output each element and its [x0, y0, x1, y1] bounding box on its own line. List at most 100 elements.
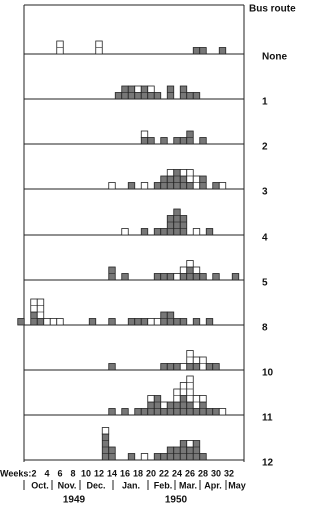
x-tick-label: 10 [81, 468, 91, 478]
square-stack [192, 92, 201, 100]
square-stack [121, 273, 129, 281]
square-stack [192, 356, 201, 364]
square-stack [173, 273, 181, 281]
square-stack [192, 228, 201, 236]
route-label: 3 [262, 187, 268, 198]
square-stack [179, 169, 188, 177]
square-stack [218, 182, 227, 190]
route-label: 4 [262, 233, 268, 244]
square-stack [173, 169, 181, 190]
x-tick-label: 18 [133, 468, 143, 478]
x-tick-label: 32 [224, 468, 234, 478]
square-stack [186, 363, 194, 371]
month-label: Dec. [86, 480, 105, 490]
year-label: 1949 [63, 495, 86, 506]
square-stack [147, 92, 155, 100]
square-stack [160, 363, 168, 371]
square-stack [205, 228, 214, 236]
square-stack [186, 92, 194, 100]
square-stack [108, 318, 116, 326]
x-tick-label: 20 [146, 468, 156, 478]
square-stack [160, 228, 168, 236]
route-label: 8 [262, 323, 268, 334]
square-stack [140, 228, 149, 236]
square-stack [212, 408, 220, 416]
square-stack [153, 395, 162, 416]
square-stack [153, 318, 162, 326]
square-stack [173, 363, 181, 371]
x-tick-label: 2 [31, 468, 36, 478]
x-axis-label: Weeks: [0, 468, 31, 478]
square-stack [114, 92, 123, 100]
square-stack [192, 47, 201, 55]
square-stack [140, 182, 149, 190]
square-stack [179, 318, 188, 326]
square-stack [121, 408, 129, 416]
square-stack [140, 408, 149, 416]
square-stack [101, 427, 110, 435]
square-stack [160, 137, 168, 145]
square-stack [218, 47, 227, 55]
square-stack [173, 318, 181, 326]
square-stack [205, 408, 214, 416]
month-label: May [228, 480, 246, 490]
square-stack [127, 182, 136, 190]
square-stack [17, 318, 25, 326]
square-stack [205, 363, 214, 371]
square-stack [212, 182, 220, 190]
square-stack [179, 266, 188, 274]
square-stack [173, 137, 181, 145]
month-label: Oct. [31, 480, 49, 490]
square-stack [153, 228, 162, 236]
route-label: 2 [262, 142, 268, 153]
square-stack [140, 453, 149, 461]
square-stack [179, 363, 188, 371]
route-label: 11 [262, 413, 273, 424]
square-stack [160, 408, 168, 416]
month-label: Apr. [204, 480, 222, 490]
square-stack [108, 408, 116, 416]
x-tick-label: 14 [107, 468, 117, 478]
square-stack [160, 401, 168, 409]
square-stack [192, 440, 201, 461]
x-tick-label: 28 [198, 468, 208, 478]
square-stack [147, 395, 155, 403]
square-stack [140, 130, 149, 138]
square-stack [231, 273, 240, 281]
y-axis-label: Bus route [249, 4, 296, 15]
square-stack [134, 85, 142, 93]
square-stack [192, 318, 201, 326]
month-label: Jan. [122, 480, 140, 490]
month-label: Nov. [58, 480, 77, 490]
square-stack [147, 318, 155, 326]
square-stack [121, 228, 129, 236]
route-label: 12 [262, 458, 274, 469]
square-stack [218, 408, 227, 416]
square-stack [147, 85, 155, 93]
square-stack [199, 137, 207, 145]
square-stack [147, 137, 155, 145]
route-label: 10 [262, 368, 274, 379]
square-stack [166, 215, 175, 236]
square-stack [199, 395, 207, 403]
square-stack [166, 169, 175, 177]
square-stack [36, 298, 45, 319]
square-stack [212, 363, 220, 371]
square-stack [108, 363, 116, 371]
square-stack [192, 273, 201, 281]
square-stack [179, 273, 188, 281]
x-tick-label: 8 [70, 468, 75, 478]
month-label: Feb. [154, 480, 173, 490]
square-stack [56, 318, 64, 326]
square-stack [153, 273, 162, 281]
square-stack [160, 273, 168, 281]
square-stack [192, 408, 201, 416]
square-stack [192, 363, 201, 371]
x-tick-label: 12 [94, 468, 104, 478]
square-stack [43, 318, 51, 326]
square-stack [199, 273, 207, 281]
x-tick-label: 24 [172, 468, 182, 478]
square-stack [140, 318, 149, 326]
x-tick-label: 30 [211, 468, 221, 478]
